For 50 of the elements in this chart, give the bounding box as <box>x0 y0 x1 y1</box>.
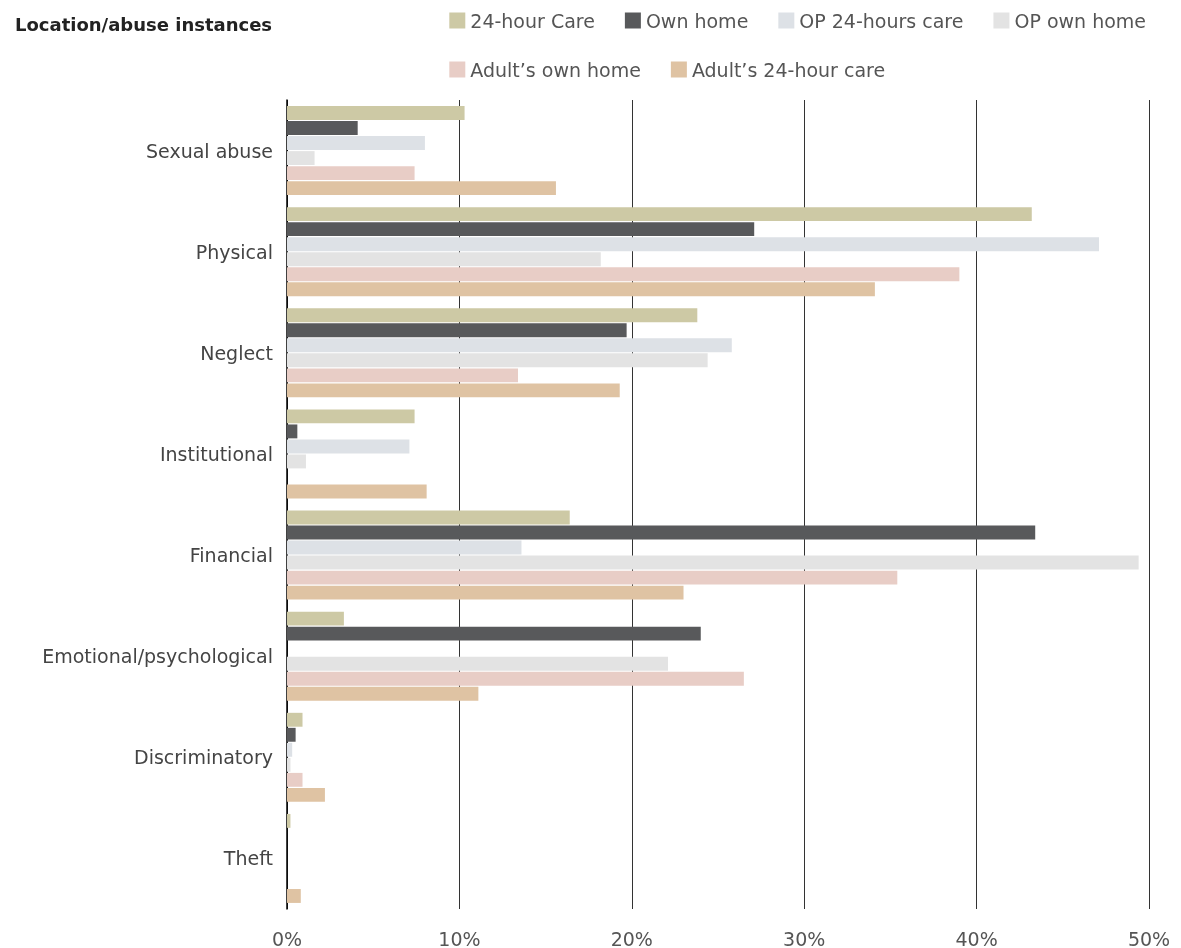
bar <box>287 712 303 727</box>
y-tick-label: Discriminatory <box>134 746 273 769</box>
legend-label: OP own home <box>1014 9 1146 32</box>
bar <box>287 611 344 626</box>
legend-label: Own home <box>645 9 749 32</box>
bar <box>287 323 627 338</box>
legend-label: Adult’s own home <box>470 58 641 81</box>
y-tick-label: Neglect <box>200 341 273 364</box>
bar <box>287 308 698 323</box>
bar <box>287 222 755 237</box>
bar <box>287 727 296 742</box>
bar <box>287 207 1032 222</box>
bar <box>287 282 875 297</box>
bar <box>287 484 427 499</box>
bar <box>287 510 570 525</box>
y-tick-label: Emotional/psychological <box>42 645 273 668</box>
y-tick-label: Financial <box>189 544 273 567</box>
bar <box>287 267 960 282</box>
bar <box>287 424 298 439</box>
legend-label: 24-hour Care <box>470 9 595 32</box>
bar <box>287 570 898 585</box>
bar <box>287 166 415 181</box>
bar <box>287 409 415 424</box>
x-tick-label: 0% <box>271 927 303 948</box>
bar <box>287 383 620 398</box>
bar <box>287 525 1036 540</box>
bar <box>287 181 556 196</box>
y-tick-label: Institutional <box>159 442 273 465</box>
y-tick-label: Theft <box>222 847 273 870</box>
y-tick-label: Sexual abuse <box>146 139 273 162</box>
legend-label: OP 24-hours care <box>799 9 964 32</box>
x-tick-label: 30% <box>783 927 826 948</box>
bar <box>287 671 744 686</box>
bar <box>287 889 301 903</box>
bar <box>287 106 465 120</box>
legend-label: Adult’s 24-hour care <box>691 58 886 81</box>
bar <box>287 787 325 802</box>
chart-title: Location/abuse instances <box>15 13 273 35</box>
bar <box>287 772 303 787</box>
y-tick-label: Physical <box>195 240 273 263</box>
bar <box>287 656 668 671</box>
bar <box>287 368 519 383</box>
x-tick-label: 40% <box>955 927 998 948</box>
x-tick-label: 50% <box>1127 927 1171 948</box>
bar <box>287 585 684 600</box>
bar <box>287 121 358 135</box>
bar <box>287 686 479 701</box>
x-tick-label: 20% <box>610 927 653 948</box>
x-tick-label: 10% <box>438 927 481 948</box>
bar <box>287 626 701 641</box>
